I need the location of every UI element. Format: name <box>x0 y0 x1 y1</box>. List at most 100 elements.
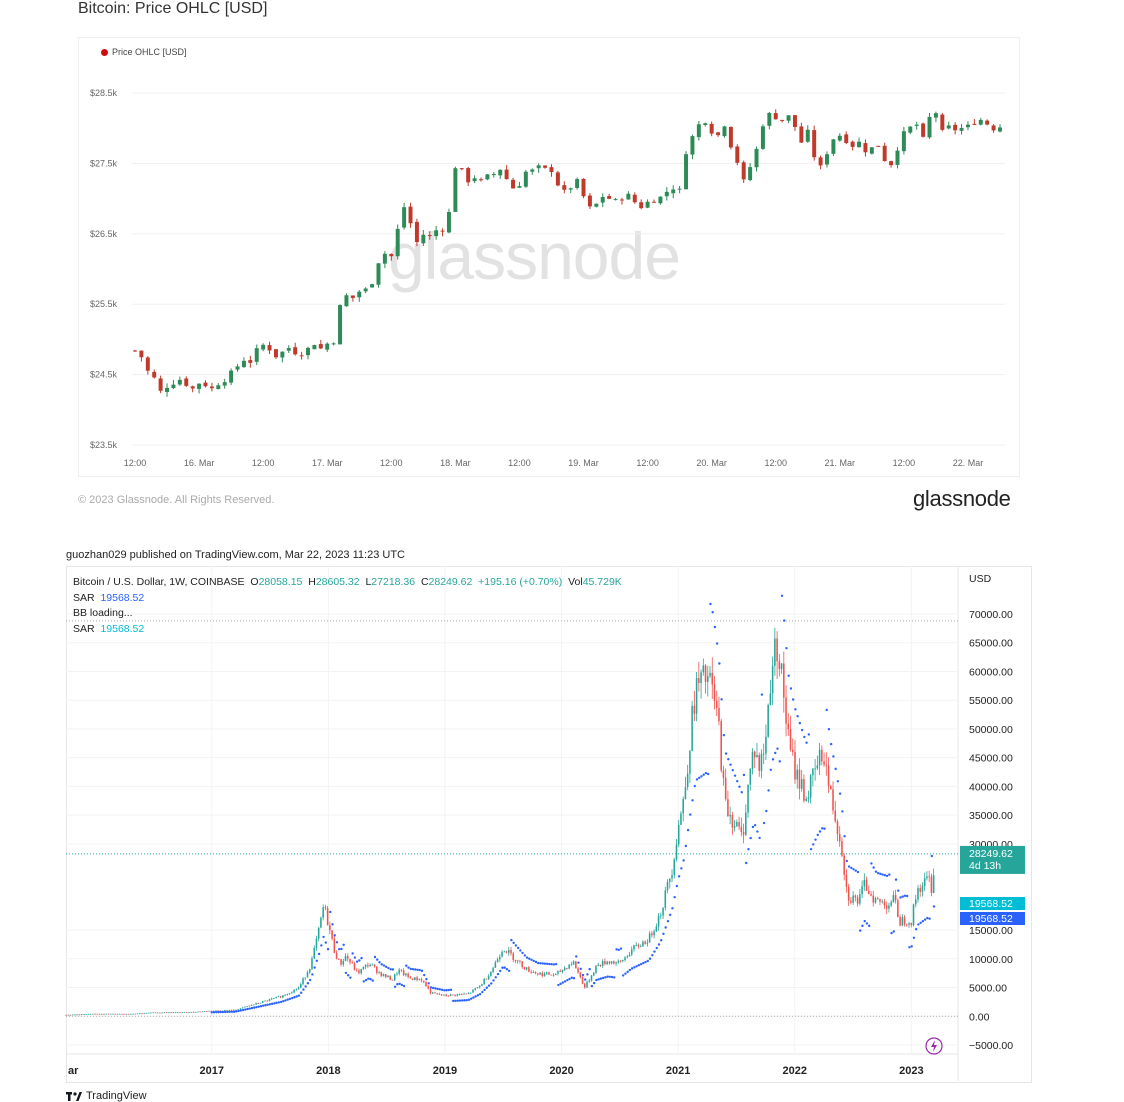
sar-dot <box>615 948 618 951</box>
candle-body <box>736 822 738 827</box>
candle-body <box>778 661 781 670</box>
candle-body <box>816 765 819 769</box>
y-tick-label: $27.5k <box>90 158 118 168</box>
candle-body <box>105 1013 108 1015</box>
candle-body <box>414 977 416 981</box>
candle-body <box>519 960 521 962</box>
candle-body <box>724 777 727 800</box>
sar-dot <box>825 708 828 712</box>
candle-body <box>689 750 691 774</box>
candle-body <box>870 893 872 896</box>
sar-dot <box>803 735 806 739</box>
sar-dot <box>588 967 591 971</box>
sar-dot <box>698 776 701 780</box>
sar-dot <box>525 956 529 959</box>
sar-dot <box>472 996 475 999</box>
candle-body <box>380 972 383 977</box>
candle-body <box>159 1012 161 1014</box>
sar-dot <box>637 964 641 967</box>
candle-body <box>300 984 302 988</box>
tradingview-footer-logo[interactable]: TradingView <box>66 1090 147 1102</box>
sar-dot <box>369 977 372 981</box>
candle-body <box>965 124 970 128</box>
candle-body <box>320 917 322 928</box>
candle-body <box>154 1012 157 1014</box>
sar-dot <box>930 854 934 858</box>
candle-body <box>349 958 351 963</box>
sar-dot <box>393 985 397 988</box>
candle-body <box>733 826 736 828</box>
candle-body <box>215 1010 217 1012</box>
sar-dot <box>505 968 509 971</box>
legend-label: Price OHLC [USD] <box>112 47 187 57</box>
candle-body <box>266 1000 269 1002</box>
sar-dot <box>427 982 430 985</box>
candle-body <box>203 382 208 387</box>
sar-dot <box>874 870 878 873</box>
candle-body <box>675 844 678 860</box>
candle-body <box>350 295 355 298</box>
candle-body <box>568 188 573 190</box>
x-tick-label: 2022 <box>783 1065 807 1077</box>
candle-body <box>774 638 776 666</box>
sar-dot <box>456 999 459 1002</box>
candle-body <box>87 1013 90 1015</box>
candle-body <box>541 972 544 977</box>
candle-body <box>107 1013 110 1015</box>
lightning-icon[interactable] <box>925 1037 943 1055</box>
candle-body <box>671 875 673 879</box>
sar-dot <box>221 1010 225 1014</box>
candle-body <box>850 900 852 903</box>
sar-dot <box>420 969 424 973</box>
candle-body <box>96 1013 99 1015</box>
candle-body <box>174 1012 177 1014</box>
sar-dot <box>742 773 746 777</box>
bb-indicator[interactable]: BB loading... <box>73 607 133 619</box>
candle-body <box>901 917 904 926</box>
candle-body <box>308 969 311 973</box>
candle-body <box>123 1013 125 1015</box>
candle-body <box>103 1013 105 1015</box>
candle-body <box>711 672 714 685</box>
candle-body <box>481 984 483 986</box>
sar-dot <box>212 1011 216 1014</box>
sar-dot <box>409 967 412 971</box>
candle-body <box>324 907 327 909</box>
sar-dot <box>228 1010 231 1014</box>
sar-tag-1 <box>960 897 1025 910</box>
candle-body <box>476 987 479 989</box>
sar-indicator-1[interactable]: SAR 19568.52 <box>73 591 622 607</box>
candle-body <box>812 130 817 158</box>
candle-body <box>78 1014 81 1016</box>
candle-body <box>568 964 570 969</box>
candle-body <box>326 908 329 926</box>
sar-dot <box>487 984 491 987</box>
tradingview-price-chart[interactable]: ar 2017 2018 2019 2020 2021 2022 2023 70000.00 65… <box>0 560 1124 1090</box>
candle-body <box>635 945 638 946</box>
sar-indicator-2[interactable]: SAR 19568.52 <box>73 622 622 638</box>
candle-body <box>985 120 990 125</box>
candle-body <box>910 923 913 926</box>
symbol-label[interactable]: Bitcoin / U.S. Dollar, 1W, COINBASE <box>73 576 245 588</box>
candle-body <box>930 876 933 893</box>
sar-dot <box>279 1000 283 1004</box>
sar-dot <box>767 789 770 792</box>
candle-body <box>601 961 604 966</box>
candle-body <box>889 161 894 166</box>
sar-dot <box>304 985 307 988</box>
low-label: L <box>365 576 372 588</box>
glassnode-logo[interactable]: glassnode <box>913 486 1011 511</box>
sar-dot <box>586 973 589 976</box>
candle-body <box>288 993 291 995</box>
candle-body <box>253 1004 255 1006</box>
candle-body <box>852 895 854 903</box>
sar-dot <box>863 919 866 923</box>
candle-body <box>767 704 769 737</box>
candle-body <box>543 973 546 977</box>
sar-dot <box>843 834 846 838</box>
candle-body <box>780 663 783 670</box>
sar-dot <box>391 968 395 971</box>
candle-body <box>478 985 481 988</box>
sar-dot <box>906 894 909 898</box>
chart-legend[interactable]: Price OHLC [USD] <box>101 47 187 57</box>
